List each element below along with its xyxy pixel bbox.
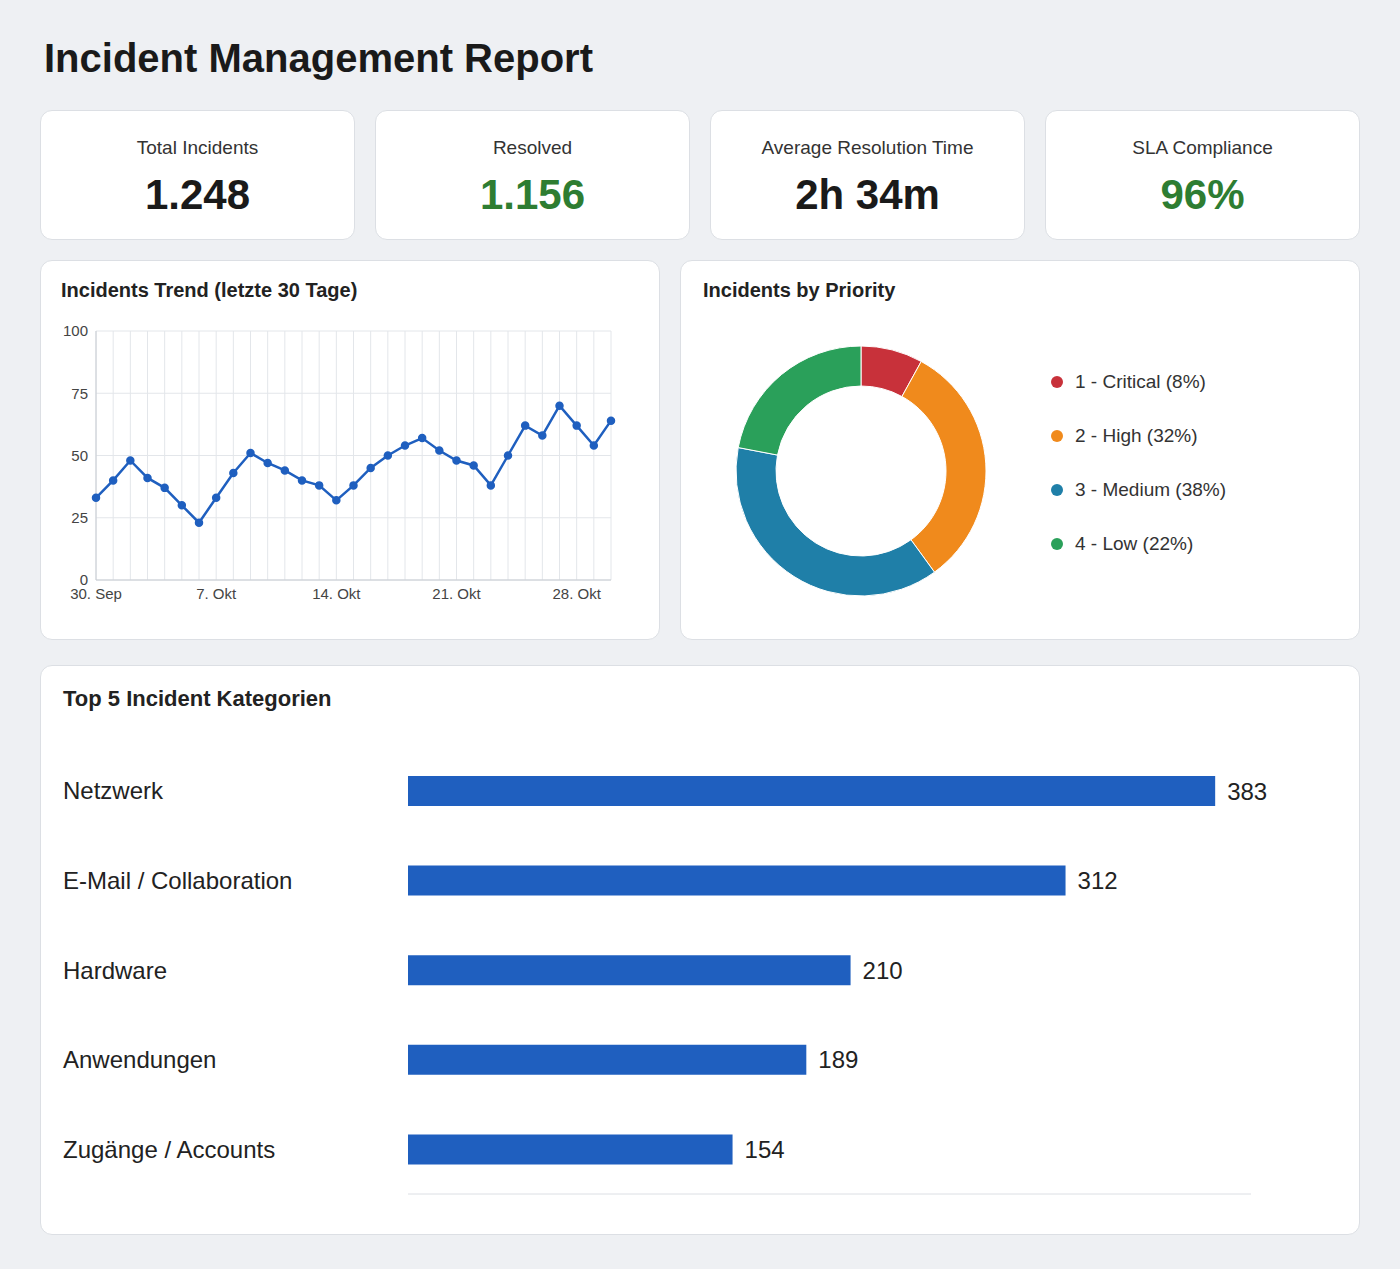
svg-text:Zugänge / Accounts: Zugänge / Accounts xyxy=(63,1136,275,1163)
svg-text:30. Sep: 30. Sep xyxy=(70,585,122,602)
svg-text:25: 25 xyxy=(71,509,88,526)
svg-text:50: 50 xyxy=(71,447,88,464)
svg-text:Hardware: Hardware xyxy=(63,957,167,984)
svg-text:14. Okt: 14. Okt xyxy=(312,585,361,602)
svg-text:0: 0 xyxy=(80,571,88,588)
html-text:1 - Critical (8%): 1 - Critical (8%) xyxy=(1075,371,1206,392)
html-text:Top 5 Incident Kategorien: Top 5 Incident Kategorien xyxy=(63,686,332,711)
html-text:3 - Medium (38%): 3 - Medium (38%) xyxy=(1075,479,1226,500)
svg-text:383: 383 xyxy=(1227,778,1267,805)
svg-text:154: 154 xyxy=(745,1136,785,1163)
html-text:2 - High (32%): 2 - High (32%) xyxy=(1075,425,1198,446)
svg-text:7. Okt: 7. Okt xyxy=(196,585,237,602)
html-text:Total Incidents: Total Incidents xyxy=(136,137,259,158)
html-text:2h 34m: 2h 34m xyxy=(795,171,940,218)
html-text:Incident Management Report: Incident Management Report xyxy=(44,36,593,80)
svg-text:189: 189 xyxy=(818,1046,858,1073)
svg-text:21. Okt: 21. Okt xyxy=(432,585,481,602)
html-text:Incidents Trend (letzte 30 Tag: Incidents Trend (letzte 30 Tage) xyxy=(61,279,358,301)
html-text:4 - Low (22%): 4 - Low (22%) xyxy=(1075,533,1194,554)
svg-text:75: 75 xyxy=(71,385,88,402)
html-text:Average Resolution Time: Average Resolution Time xyxy=(761,137,974,158)
html-text:Incidents by Priority: Incidents by Priority xyxy=(703,279,896,301)
html-text:96%: 96% xyxy=(1160,171,1245,218)
html-text:1.248: 1.248 xyxy=(144,171,250,218)
svg-text:E-Mail / Collaboration: E-Mail / Collaboration xyxy=(63,867,292,894)
svg-text:Anwendungen: Anwendungen xyxy=(63,1046,216,1073)
svg-text:Netzwerk: Netzwerk xyxy=(63,777,164,804)
html-text:1.156: 1.156 xyxy=(479,171,585,218)
html-text:SLA Compliance: SLA Compliance xyxy=(1132,137,1273,158)
svg-text:210: 210 xyxy=(863,957,903,984)
svg-text:100: 100 xyxy=(63,322,88,339)
html-text:Resolved: Resolved xyxy=(492,137,573,158)
svg-text:312: 312 xyxy=(1078,867,1118,894)
svg-text:28. Okt: 28. Okt xyxy=(552,585,601,602)
